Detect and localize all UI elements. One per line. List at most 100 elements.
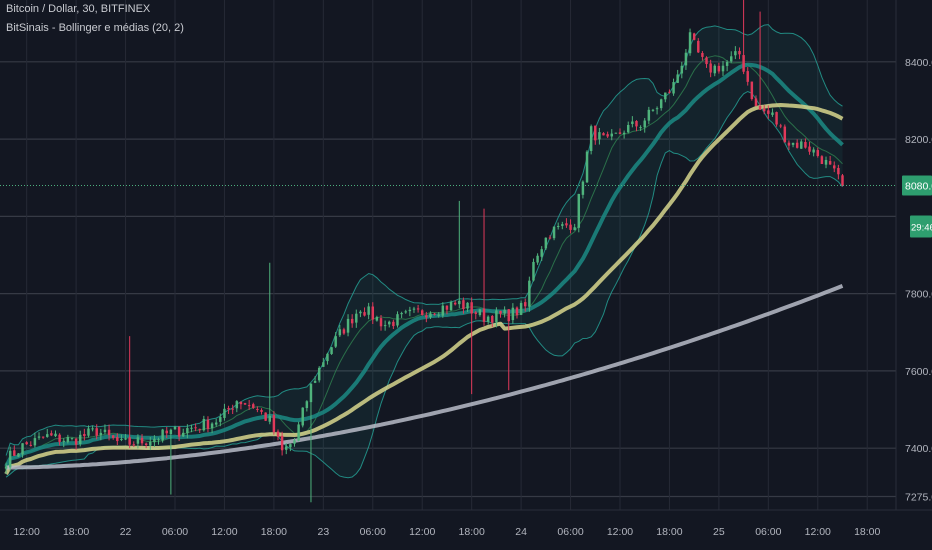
candle-body — [231, 408, 234, 410]
candle-body — [548, 237, 552, 239]
candle-body — [544, 237, 548, 249]
candle-body — [400, 313, 403, 315]
candle-body — [754, 98, 758, 107]
candle-body — [223, 408, 226, 418]
countdown-badge — [910, 215, 932, 238]
candle-body — [116, 437, 119, 442]
x-tick-label: 06:00 — [755, 526, 781, 538]
candle-body — [95, 428, 98, 436]
candle-body — [153, 438, 156, 443]
candle-body — [74, 438, 78, 445]
candle-body — [210, 423, 214, 429]
candle-body — [21, 443, 24, 455]
candle-body — [573, 227, 576, 231]
candle-body — [556, 225, 560, 227]
candle-body — [260, 409, 263, 412]
candle-body — [581, 181, 585, 195]
candle-body — [738, 50, 741, 55]
candle-body — [124, 438, 127, 440]
candle-body — [83, 433, 86, 437]
candle-body — [383, 325, 387, 327]
candle-body — [177, 426, 181, 437]
candle-body — [243, 403, 247, 405]
bollinger-upper — [5, 24, 843, 456]
candle-body — [771, 112, 774, 115]
y-tick-label: 7400.0 — [905, 443, 932, 455]
candle-body — [99, 432, 103, 436]
candle-body — [651, 109, 655, 111]
candle-body — [202, 418, 206, 431]
candle-body — [519, 302, 523, 315]
candle-body — [635, 120, 638, 127]
candle-body — [289, 444, 292, 448]
candle-body — [639, 127, 642, 129]
indicator-title[interactable]: BitSinais - Bollinger e médias (20, 2) — [6, 22, 184, 34]
candle-body — [338, 329, 342, 336]
candle-body — [598, 132, 601, 140]
candle-body — [342, 329, 346, 334]
candle-body — [804, 141, 807, 148]
candle-body — [713, 65, 716, 74]
last-price-label: 8080.0 — [905, 180, 932, 192]
candle-body — [50, 433, 53, 436]
candle-body — [132, 444, 136, 446]
candle-body — [4, 466, 8, 469]
candle-body — [610, 133, 613, 137]
candle-body — [194, 427, 197, 429]
candle-body — [680, 65, 684, 74]
candle-body — [17, 453, 20, 457]
candle-body — [363, 312, 366, 316]
candle-body — [491, 315, 494, 323]
candle-body — [412, 308, 416, 310]
candle-body — [466, 302, 469, 309]
candle-body — [190, 427, 193, 429]
candle-body — [816, 150, 820, 156]
candle-body — [54, 433, 57, 437]
candle-body — [388, 321, 391, 325]
candle-body — [37, 436, 41, 438]
candle-body — [239, 401, 243, 405]
candle-body — [627, 124, 630, 133]
candle-body — [589, 126, 593, 151]
candle-body — [709, 63, 712, 73]
candle-body — [272, 415, 276, 432]
candle-body — [330, 347, 333, 354]
candle-body — [420, 310, 424, 315]
candle-body — [470, 302, 473, 314]
candle-body — [227, 408, 230, 410]
candle-body — [837, 167, 840, 175]
candle-body — [346, 318, 350, 333]
ma-200-line — [6, 284, 844, 470]
candle-body — [173, 426, 177, 430]
candle-body — [297, 424, 300, 441]
candle-body — [734, 51, 737, 56]
candle-body — [144, 443, 148, 446]
x-tick-label: 22 — [120, 526, 132, 538]
candle-body — [182, 432, 185, 437]
candle-body — [585, 151, 589, 183]
candle-body — [293, 440, 296, 444]
candle-body — [643, 120, 646, 128]
candle-body — [561, 224, 564, 226]
candle-body — [812, 149, 815, 153]
candle-body — [449, 302, 453, 311]
candle-body — [256, 408, 259, 410]
candle-body — [606, 134, 609, 137]
moving-averages — [4, 55, 844, 476]
candle-body — [46, 434, 49, 437]
x-tick-label: 18:00 — [656, 526, 682, 538]
candle-body — [8, 450, 12, 468]
price-axis[interactable]: 8400.0 8200.0 7800.0 7600.0 7400.0 7275.0 8080… — [895, 0, 932, 550]
candle-body — [247, 405, 251, 407]
time-axis[interactable]: 12:00 18:00 22 06:00 12:00 18:00 23 06:00 12:00 1… — [0, 509, 932, 550]
candle-body — [820, 156, 824, 164]
candle-body — [219, 417, 222, 422]
candle-body — [87, 428, 90, 436]
candle-body — [334, 336, 337, 347]
candle-body — [128, 437, 131, 445]
candle-body — [29, 444, 33, 446]
candle-body — [717, 65, 721, 72]
candle-body — [552, 226, 556, 239]
candle-body — [62, 440, 65, 442]
